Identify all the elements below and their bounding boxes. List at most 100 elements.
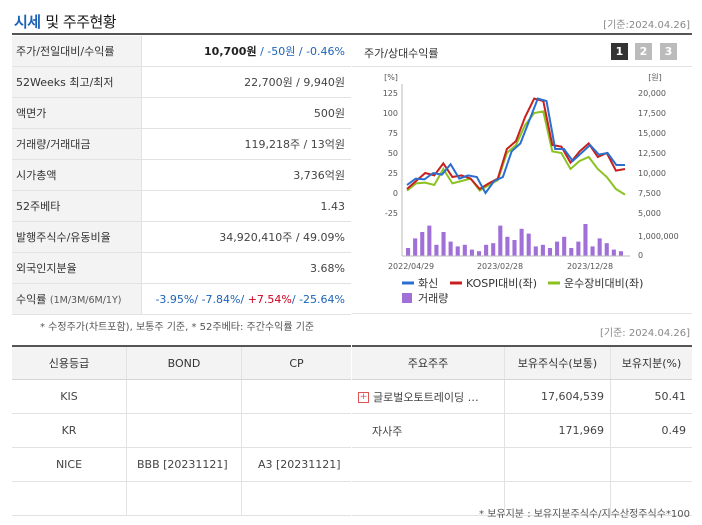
table-row xyxy=(352,447,692,482)
cell: 171,969 xyxy=(504,413,611,448)
row-value: -3.95%/ -7.84%/ +7.54%/ -25.64% xyxy=(141,283,351,315)
chart-page-3-button[interactable]: 3 xyxy=(660,43,677,60)
volume-bar xyxy=(512,240,517,256)
left-tick-label: 100 xyxy=(383,109,398,118)
volume-tick-label: 1,000,000 xyxy=(638,232,679,241)
x-tick-label: 2023/12/28 xyxy=(567,262,613,271)
legend-label: 운수장비대비(좌) xyxy=(564,277,643,290)
volume-bar xyxy=(491,243,496,256)
table-row: 시가총액 3,736억원 xyxy=(12,159,351,191)
return-6m: +7.54% xyxy=(247,292,292,306)
volume-bar xyxy=(547,248,553,256)
cell xyxy=(241,379,351,414)
returns-label: 수익률 xyxy=(16,293,47,306)
cell: KR xyxy=(12,413,127,448)
volume-bar xyxy=(540,244,545,256)
row-value: 500원 xyxy=(141,97,351,129)
left-tick-label: 25 xyxy=(388,169,398,178)
expand-plus-icon[interactable]: + xyxy=(358,392,369,403)
left-tick-label: 50 xyxy=(388,149,398,158)
volume-bar xyxy=(519,228,524,256)
left-axis-unit: [%] xyxy=(384,73,398,82)
cell: 자사주 xyxy=(352,413,505,448)
volume-bar xyxy=(469,249,474,256)
volume-bar xyxy=(569,248,574,256)
footnote-left: * 수정주가(차트포함), 보통주 기준, * 52주베타: 주간수익률 기준 xyxy=(40,322,315,333)
cell: 17,604,539 xyxy=(504,379,611,414)
chart-title: 주가/상대수익률 xyxy=(364,47,439,60)
volume-bar xyxy=(618,251,623,256)
table-row: 외국인지분율 3.68% xyxy=(12,252,351,284)
volume-bar xyxy=(498,225,503,256)
chart-page-2-button[interactable]: 2 xyxy=(635,43,652,60)
volume-bar xyxy=(406,248,411,256)
row-label: 거래량/거래대금 xyxy=(12,128,142,160)
x-tick-label: 2023/02/28 xyxy=(477,262,523,271)
chart-page-1-button[interactable]: 1 xyxy=(611,43,628,60)
left-tick-label: 125 xyxy=(383,89,398,98)
row-value: 119,218주 / 13억원 xyxy=(141,128,351,160)
right-tick-label: 20,000 xyxy=(638,89,666,98)
series-line xyxy=(406,97,625,195)
row-label: 52주베타 xyxy=(12,190,142,222)
table-row xyxy=(352,481,692,516)
shareholder-table: 주요주주 보유주식수(보통) 보유지분(%) + 글로벌오토트레이딩 … 17,6… xyxy=(352,345,692,516)
volume-bar xyxy=(448,241,453,256)
title-rest: 및 주주현황 xyxy=(45,13,117,31)
right-tick-label: 15,000 xyxy=(638,129,666,138)
legend-label: 거래량 xyxy=(418,292,448,305)
right-tick-label: 12,500 xyxy=(638,149,666,158)
table-header-row: 주요주주 보유주식수(보통) 보유지분(%) xyxy=(352,346,692,380)
table-row: 액면가 500원 xyxy=(12,97,351,129)
cell: NICE xyxy=(12,447,127,482)
col-header: 신용등급 xyxy=(12,346,127,380)
cell: A3 [20231121] xyxy=(241,447,351,482)
volume-bar xyxy=(505,236,510,256)
volume-bar xyxy=(455,246,460,256)
credit-rating-table: 신용등급 BOND CP KIS KR NICE BBB [20231121] … xyxy=(12,345,351,516)
cell xyxy=(126,481,242,516)
row-value: 22,700원 / 9,940원 xyxy=(141,66,351,98)
x-tick-label: 2022/04/29 xyxy=(388,262,434,271)
row-value: 10,700원 / -50원 / -0.46% xyxy=(141,36,351,67)
row-label: 액면가 xyxy=(12,97,142,129)
return-3m: -7.84% xyxy=(201,292,241,306)
row-label: 외국인지분율 xyxy=(12,252,142,284)
cell xyxy=(241,481,351,516)
row-value: 3,736억원 xyxy=(141,159,351,191)
quote-table: 주가/전일대비/수익률 10,700원 / -50원 / -0.46% 52We… xyxy=(12,36,351,315)
right-tick-label: 5,000 xyxy=(638,209,661,218)
cell xyxy=(241,413,351,448)
legend-swatch xyxy=(402,293,412,303)
cell xyxy=(126,413,242,448)
table-row: NICE BBB [20231121] A3 [20231121] xyxy=(12,447,351,482)
row-label: 발행주식수/유동비율 xyxy=(12,221,142,253)
table-row: 발행주식수/유동비율 34,920,410주 / 49.09% xyxy=(12,221,351,253)
holder-name[interactable]: 글로벌오토트레이딩 … xyxy=(373,390,479,404)
volume-bar xyxy=(420,232,425,256)
cell xyxy=(352,447,505,482)
table-row: KIS xyxy=(12,379,351,414)
cell xyxy=(12,481,127,516)
table-row: 52Weeks 최고/최저 22,700원 / 9,940원 xyxy=(12,66,351,98)
volume-bar xyxy=(484,244,489,256)
legend-label: 화신 xyxy=(418,277,438,290)
row-value: 1.43 xyxy=(141,190,351,222)
row-value: 34,920,410주 / 49.09% xyxy=(141,221,351,253)
right-tick-label: 7,500 xyxy=(638,189,661,198)
volume-bar xyxy=(533,246,538,256)
table-row xyxy=(12,481,351,516)
volume-bar xyxy=(476,251,482,256)
right-tick-label: 10,000 xyxy=(638,169,666,178)
row-label: 시가총액 xyxy=(12,159,142,191)
table-row: + 글로벌오토트레이딩 … 17,604,539 50.41 xyxy=(352,379,692,414)
right-tick-label: 17,500 xyxy=(638,109,666,118)
col-header: 보유지분(%) xyxy=(610,346,692,380)
chart-area: [%] [원] 125 20,000 100 17,500 75 15,000 50 12,500… xyxy=(352,66,692,314)
return-1m: -3.95% xyxy=(155,292,195,306)
col-header: BOND xyxy=(126,346,242,380)
series-line xyxy=(406,97,626,191)
table-row: 52주베타 1.43 xyxy=(12,190,351,222)
volume-bar xyxy=(427,225,432,256)
left-tick-label: 75 xyxy=(388,129,398,138)
